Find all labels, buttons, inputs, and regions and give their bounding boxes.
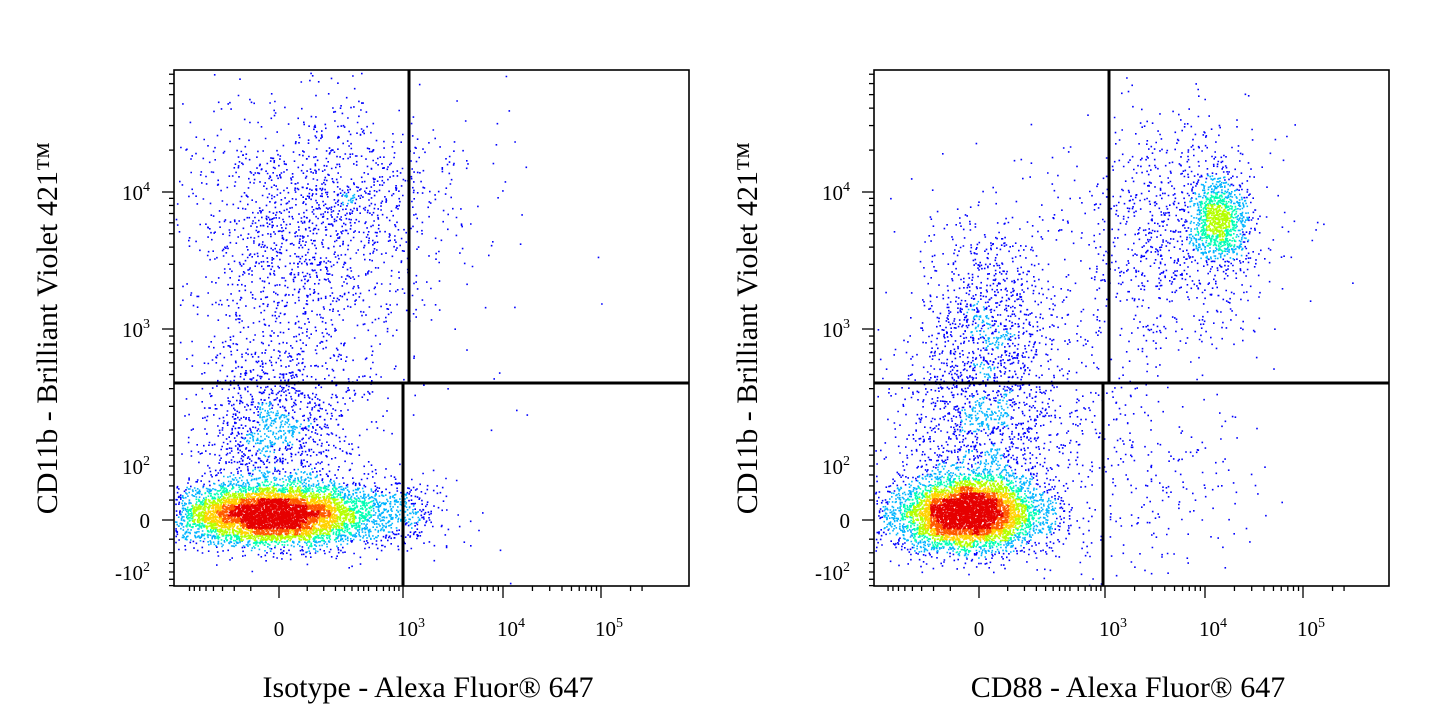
- x-axis-title: Isotype - Alexa Fluor® 647: [262, 671, 593, 704]
- panel-1: 0 103 104 105 104 103 102 0 -102 Isotype - Alexa …: [31, 69, 690, 704]
- y-tick-label: 0: [140, 509, 151, 533]
- y-tick-label: 0: [840, 509, 851, 533]
- x-tick-label: 0: [274, 617, 285, 641]
- x-axis-ticks: [887, 586, 1345, 598]
- density-level-5: [216, 498, 332, 536]
- x-axis-title: CD88 - Alexa Fluor® 647: [971, 671, 1285, 704]
- x-tick-label: 103: [1099, 616, 1127, 641]
- density-level-5: [930, 486, 1010, 536]
- y-tick-label: -102: [815, 560, 850, 585]
- x-tick-label: 0: [974, 617, 985, 641]
- y-tick-label: -102: [115, 560, 150, 585]
- density-level-6: [228, 498, 320, 530]
- x-tick-label: 104: [1199, 616, 1227, 641]
- y-axis-title: CD11b - Brilliant Violet 421™: [31, 142, 64, 515]
- plot-frame: [173, 69, 690, 587]
- x-axis-ticks: [188, 586, 643, 598]
- x-tick-label: 103: [397, 616, 425, 641]
- event-dots: [175, 72, 603, 585]
- y-tick-label: 104: [122, 180, 150, 205]
- y-axis-title: CD11b - Brilliant Violet 421™: [731, 142, 764, 515]
- density-level-0: [175, 72, 603, 585]
- x-tick-label: 105: [595, 616, 623, 641]
- y-axis-ticks: [862, 73, 874, 587]
- event-dots: [875, 77, 1354, 587]
- density-level-2: [900, 192, 1238, 554]
- density-level-4: [204, 492, 338, 536]
- y-tick-label: 103: [122, 317, 150, 342]
- panel-2: 0 103 104 105 104 103 102 0 -102 CD88 - Alexa Flu…: [731, 69, 1390, 704]
- x-tick-label: 105: [1297, 616, 1325, 641]
- plot-frame: [873, 69, 1390, 587]
- density-level-6: [930, 492, 1004, 536]
- y-tick-label: 102: [822, 454, 850, 479]
- x-tick-label: 104: [497, 616, 525, 641]
- y-tick-label: 103: [822, 317, 850, 342]
- y-tick-label: 102: [122, 454, 150, 479]
- y-tick-label: 104: [822, 180, 850, 205]
- y-axis-ticks: [162, 73, 174, 587]
